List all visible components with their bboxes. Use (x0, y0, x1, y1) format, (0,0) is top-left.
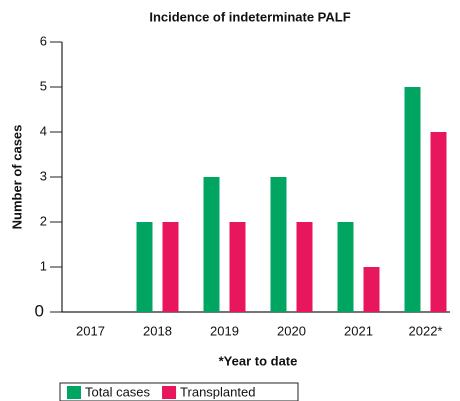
bar (430, 132, 447, 312)
bar (270, 177, 287, 312)
legend-label: Transplanted (180, 384, 255, 399)
bar (136, 222, 153, 312)
y-tick-label: 4 (40, 123, 47, 138)
chart-title: Incidence of indeterminate PALF (149, 9, 350, 24)
bar (162, 222, 179, 312)
y-tick-label: 3 (40, 168, 47, 183)
x-tick-label: 2018 (143, 323, 172, 338)
x-tick-label: 2020 (277, 323, 306, 338)
bar (404, 87, 421, 312)
y-tick-label: 1 (40, 258, 47, 273)
x-axis-label: *Year to date (219, 353, 298, 368)
bar (203, 177, 220, 312)
bar (229, 222, 246, 312)
x-tick-label: 2022* (409, 323, 443, 338)
y-tick-label: 2 (40, 213, 47, 228)
legend-label: Total cases (85, 384, 151, 399)
y-axis-label: Number of cases (9, 125, 24, 230)
y-tick-label: 6 (40, 33, 47, 48)
legend-swatch (67, 386, 81, 399)
y-tick-label: 0 (35, 301, 44, 320)
bar (296, 222, 313, 312)
bar (363, 267, 380, 312)
legend-box (59, 382, 299, 401)
x-tick-label: 2021 (344, 323, 373, 338)
x-tick-label: 2019 (210, 323, 239, 338)
x-tick-label: 2017 (76, 323, 105, 338)
legend-swatch (162, 386, 177, 399)
bar (337, 222, 354, 312)
y-tick-label: 5 (40, 78, 47, 93)
